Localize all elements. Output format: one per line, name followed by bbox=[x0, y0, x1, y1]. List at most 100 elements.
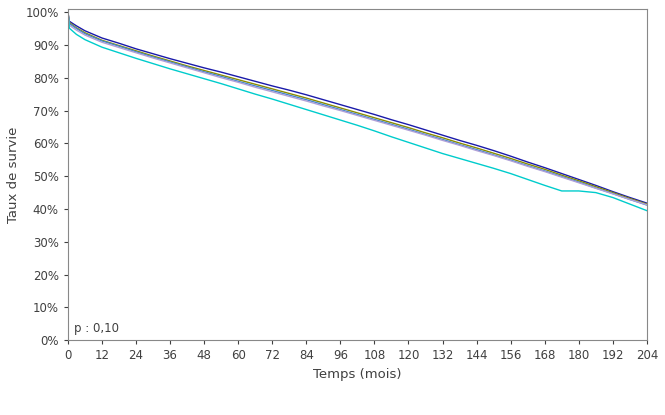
1 bbox=[404, 125, 412, 130]
2 bbox=[643, 203, 651, 208]
3 bbox=[200, 70, 208, 75]
2 bbox=[353, 112, 361, 117]
4 bbox=[217, 81, 225, 86]
3 bbox=[251, 85, 259, 90]
4 bbox=[592, 190, 600, 195]
3 bbox=[404, 128, 412, 133]
4 bbox=[149, 61, 157, 66]
0 bbox=[575, 177, 583, 182]
1 bbox=[456, 141, 464, 146]
2 bbox=[64, 10, 72, 15]
2 bbox=[285, 93, 293, 98]
3 bbox=[370, 118, 378, 123]
X-axis label: Temps (mois): Temps (mois) bbox=[313, 368, 402, 381]
4 bbox=[558, 188, 566, 193]
1 bbox=[217, 73, 225, 78]
0 bbox=[507, 154, 515, 159]
4 bbox=[489, 166, 497, 171]
1 bbox=[523, 161, 531, 166]
1 bbox=[234, 77, 242, 82]
0 bbox=[422, 127, 430, 132]
2 bbox=[388, 122, 396, 127]
4 bbox=[234, 86, 242, 91]
0 bbox=[115, 41, 123, 46]
1 bbox=[81, 30, 89, 35]
1 bbox=[438, 135, 446, 140]
3 bbox=[438, 138, 446, 143]
2 bbox=[523, 163, 531, 168]
3 bbox=[217, 75, 225, 80]
1 bbox=[422, 130, 430, 135]
2 bbox=[81, 31, 89, 36]
0 bbox=[217, 70, 225, 75]
Legend: 0, 1, 2, 3, 4: 0, 1, 2, 3, 4 bbox=[217, 411, 497, 415]
Line: 3: 3 bbox=[68, 12, 647, 205]
2 bbox=[132, 49, 140, 54]
1 bbox=[303, 95, 311, 100]
3 bbox=[268, 89, 276, 94]
4 bbox=[303, 107, 311, 112]
4 bbox=[251, 92, 259, 97]
4 bbox=[541, 183, 549, 188]
3 bbox=[626, 197, 634, 202]
3 bbox=[473, 148, 481, 153]
4 bbox=[626, 202, 634, 207]
0 bbox=[541, 165, 549, 170]
4 bbox=[285, 102, 293, 107]
3 bbox=[609, 191, 617, 196]
4 bbox=[507, 171, 515, 176]
2 bbox=[558, 174, 566, 179]
3 bbox=[64, 10, 72, 15]
2 bbox=[370, 117, 378, 122]
3 bbox=[489, 153, 497, 158]
0 bbox=[404, 122, 412, 127]
3 bbox=[456, 143, 464, 148]
0 bbox=[81, 28, 89, 33]
1 bbox=[507, 156, 515, 161]
1 bbox=[575, 178, 583, 183]
0 bbox=[473, 143, 481, 148]
2 bbox=[234, 79, 242, 84]
1 bbox=[132, 48, 140, 53]
2 bbox=[65, 21, 73, 26]
0 bbox=[489, 148, 497, 153]
4 bbox=[473, 161, 481, 166]
2 bbox=[319, 102, 327, 107]
0 bbox=[456, 138, 464, 143]
3 bbox=[643, 202, 651, 207]
2 bbox=[404, 127, 412, 132]
2 bbox=[72, 26, 80, 31]
0 bbox=[64, 10, 72, 15]
2 bbox=[217, 74, 225, 79]
1 bbox=[268, 86, 276, 91]
3 bbox=[285, 94, 293, 99]
3 bbox=[592, 186, 600, 191]
3 bbox=[422, 133, 430, 138]
0 bbox=[303, 92, 311, 97]
1 bbox=[98, 38, 106, 43]
1 bbox=[72, 25, 80, 30]
0 bbox=[285, 88, 293, 93]
4 bbox=[132, 56, 140, 61]
1 bbox=[64, 10, 72, 15]
1 bbox=[473, 146, 481, 151]
1 bbox=[643, 202, 651, 207]
3 bbox=[115, 45, 123, 50]
3 bbox=[336, 108, 344, 113]
2 bbox=[251, 83, 259, 88]
1 bbox=[541, 167, 549, 172]
1 bbox=[251, 82, 259, 87]
4 bbox=[643, 208, 651, 213]
0 bbox=[149, 51, 157, 56]
1 bbox=[65, 20, 73, 25]
4 bbox=[268, 97, 276, 102]
2 bbox=[592, 186, 600, 190]
0 bbox=[626, 195, 634, 200]
4 bbox=[523, 177, 531, 182]
Text: p : 0,10: p : 0,10 bbox=[74, 322, 118, 335]
1 bbox=[200, 68, 208, 73]
3 bbox=[507, 158, 515, 163]
4 bbox=[575, 188, 583, 193]
4 bbox=[81, 37, 89, 42]
0 bbox=[609, 189, 617, 194]
